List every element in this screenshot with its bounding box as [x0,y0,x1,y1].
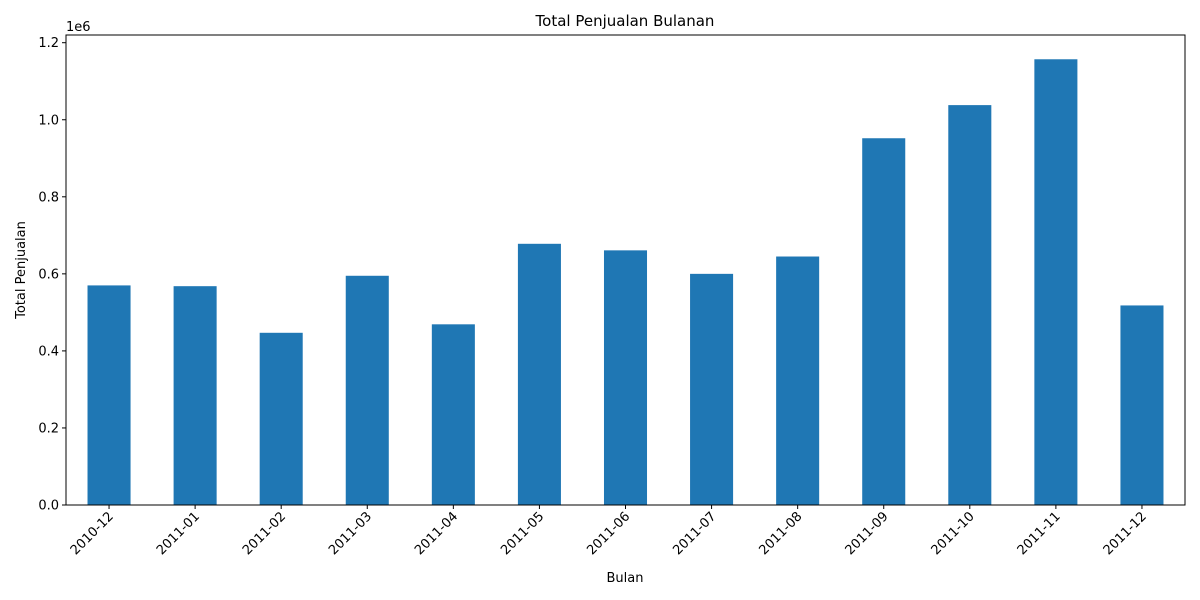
bar-2011-04 [431,324,475,505]
bar-2011-07 [690,273,734,505]
chart-title: Total Penjualan Bulanan [535,12,715,30]
bar-2011-06 [603,250,648,505]
y-tick-label: 0.0 [38,499,59,514]
bar-2011-09 [862,138,906,505]
x-tick-label: 2011-09 [843,509,892,558]
bars-group [87,59,1164,506]
x-tick-label: 2011-07 [670,509,719,558]
y-tick-label: 0.6 [38,267,59,282]
y-axis-label: Total Penjualan [14,221,29,320]
y-tick-label: 0.2 [38,421,59,436]
x-tick-label: 2011-03 [326,509,375,558]
plot-frame [65,34,1186,506]
y-tick-label: 1.2 [38,36,59,51]
bar-2011-12 [1120,305,1164,505]
bar-2011-01 [173,286,217,505]
y-multiplier-label: 1e6 [66,20,91,35]
x-ticks-group: 2010-12 2011-01 2011-02 2011-03 2011-04 2011-… [68,505,1150,558]
bar-2011-11 [1034,59,1078,505]
x-tick-label: 2011-08 [756,509,805,558]
x-tick-label: 2011-02 [240,509,289,558]
x-tick-label: 2011-04 [412,509,461,558]
bar-2011-03 [345,275,389,505]
x-axis-label: Bulan [607,571,644,586]
x-tick-label: 2011-11 [1015,509,1064,558]
y-tick-label: 0.4 [38,344,59,359]
y-tick-label: 0.8 [38,190,59,205]
bar-2010-12 [87,285,131,505]
y-tick-label: 1.0 [38,113,59,128]
bar-2011-10 [948,105,992,506]
x-tick-label: 2011-12 [1101,509,1150,558]
y-ticks-group: 0.0 0.2 0.4 0.6 0.8 1.0 1.2 [38,36,66,514]
x-tick-label: 2011-01 [154,509,203,558]
x-tick-label: 2010-12 [68,509,117,558]
bar-2011-08 [776,256,820,505]
bar-2011-05 [517,243,561,505]
x-tick-label: 2011-06 [584,509,633,558]
x-tick-label: 2011-10 [929,509,978,558]
x-tick-label: 2011-05 [498,509,547,558]
bar-2011-02 [259,332,303,505]
